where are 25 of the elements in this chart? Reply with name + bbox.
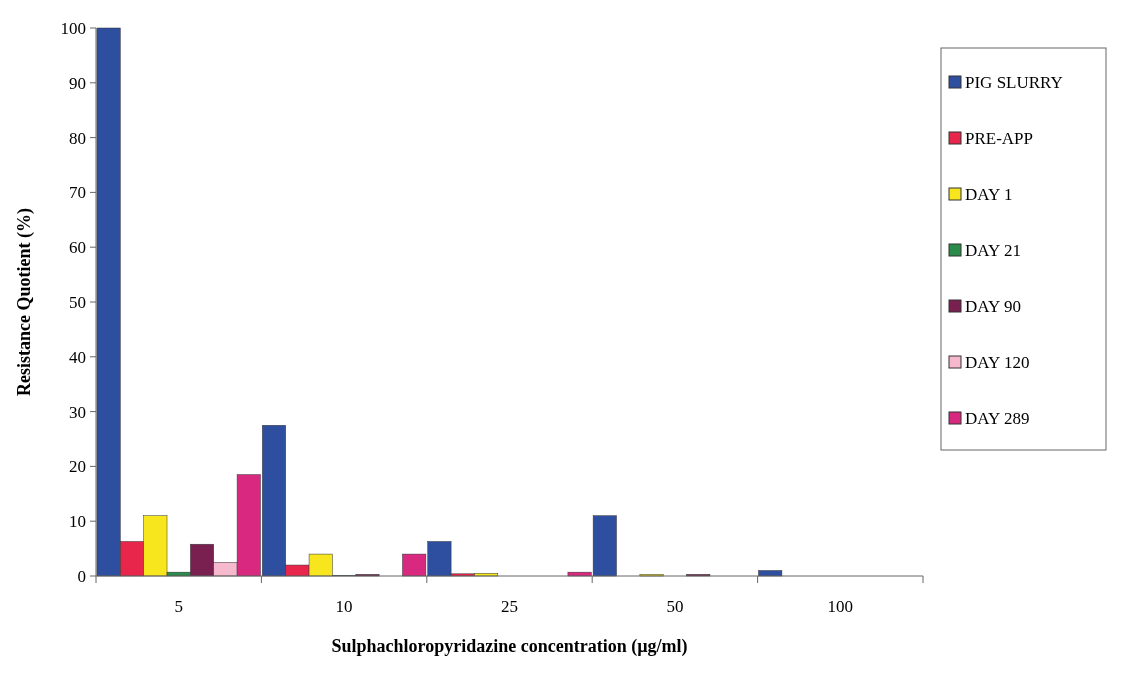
legend-label: DAY 21	[965, 241, 1021, 260]
x-tick-label: 5	[174, 597, 183, 616]
x-tick-label: 25	[501, 597, 518, 616]
legend-label: DAY 90	[965, 297, 1021, 316]
y-axis-title: Resistance Quotient (%)	[14, 208, 35, 396]
legend-label: DAY 289	[965, 409, 1030, 428]
y-tick-label: 90	[69, 73, 86, 93]
x-axis-title: Sulphachloropyridazine concentration (µg/ml)	[331, 636, 688, 657]
y-tick-label: 100	[60, 18, 86, 38]
y-tick-label: 10	[69, 512, 86, 532]
y-tick-label: 50	[69, 292, 86, 312]
x-tick-label: 100	[827, 597, 854, 616]
y-tick-label: 40	[69, 347, 86, 367]
legend-label: DAY 1	[965, 185, 1013, 204]
y-tick-label: 80	[69, 128, 86, 148]
y-tick-label: 70	[69, 183, 86, 203]
y-tick-label: 30	[69, 402, 86, 422]
legend-label: DAY 120	[965, 353, 1030, 372]
legend-label: PRE-APP	[965, 129, 1034, 148]
y-tick-label: 60	[69, 238, 86, 258]
y-tick-label: 20	[69, 457, 86, 477]
legend-label: PIG SLURRY	[965, 73, 1063, 92]
y-tick-label: 0	[77, 566, 86, 586]
x-tick-label: 50	[666, 597, 684, 616]
x-tick-label: 10	[335, 597, 353, 616]
